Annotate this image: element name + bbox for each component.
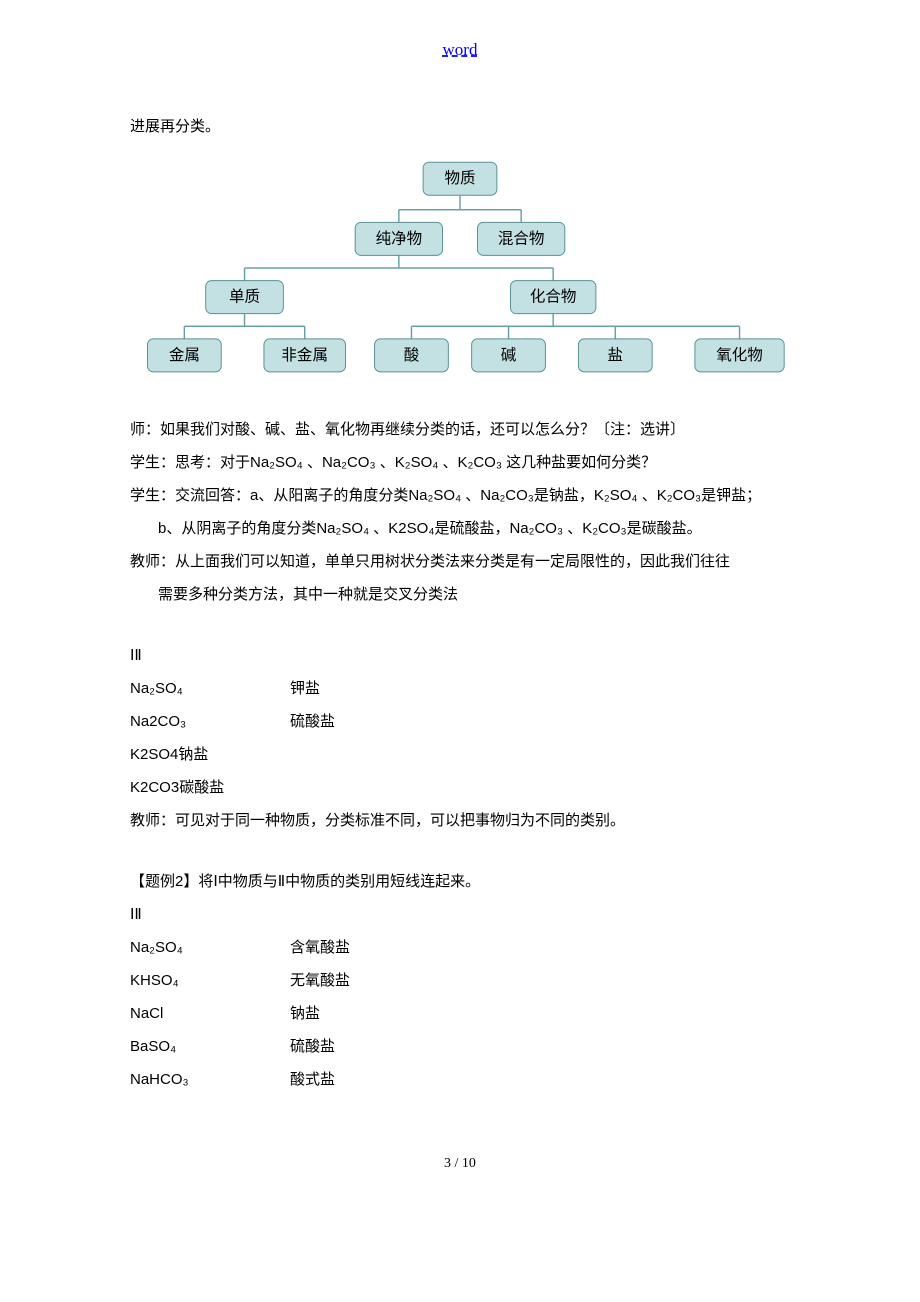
list-item: KHSO₄ 无氧酸盐 bbox=[130, 964, 790, 997]
para-line: 学生：交流回答：a、从阳离子的角度分类Na₂SO₄ 、Na₂CO₃是钠盐，K₂S… bbox=[130, 479, 790, 512]
intro-text: 进展再分类。 bbox=[130, 110, 790, 143]
svg-text:金属: 金属 bbox=[169, 346, 200, 364]
list-item: Na₂SO₄ 含氧酸盐 bbox=[130, 931, 790, 964]
col-a: Na2CO₃ bbox=[130, 705, 290, 738]
para-line: b、从阴离子的角度分类Na₂SO₄ 、K2SO₄是硫酸盐，Na₂CO₃ 、K₂C… bbox=[130, 512, 790, 545]
list-item: Na₂SO₄ 钾盐 bbox=[130, 672, 790, 705]
col-b: 含氧酸盐 bbox=[290, 931, 350, 964]
header-link[interactable]: word bbox=[130, 40, 790, 60]
tree-leaf-salt: 盐 bbox=[578, 339, 652, 372]
svg-text:纯净物: 纯净物 bbox=[376, 229, 423, 247]
col-a: NaCl bbox=[130, 997, 290, 1030]
tree-leaf-nonmetal: 非金属 bbox=[264, 339, 346, 372]
list-item: NaHCO₃ 酸式盐 bbox=[130, 1063, 790, 1096]
col-a: K2CO3碳酸盐 bbox=[130, 771, 290, 804]
col-b: 酸式盐 bbox=[290, 1063, 335, 1096]
tree-leaf-metal: 金属 bbox=[147, 339, 221, 372]
col-a: Na₂SO₄ bbox=[130, 672, 290, 705]
para-line: 需要多种分类方法，其中一种就是交叉分类法 bbox=[130, 578, 790, 611]
col-b: 硫酸盐 bbox=[290, 705, 335, 738]
col-b: 钾盐 bbox=[290, 672, 320, 705]
block2-title: 【题例2】将Ⅰ中物质与Ⅱ中物质的类别用短线连起来。 bbox=[130, 865, 790, 898]
list-item: BaSO₄ 硫酸盐 bbox=[130, 1030, 790, 1063]
tree-node-pure: 纯净物 bbox=[355, 222, 442, 255]
tree-node-compound: 化合物 bbox=[510, 281, 595, 314]
svg-text:混合物: 混合物 bbox=[498, 229, 545, 247]
col-b: 无氧酸盐 bbox=[290, 964, 350, 997]
col-a: NaHCO₃ bbox=[130, 1063, 290, 1096]
col-a: Na₂SO₄ bbox=[130, 931, 290, 964]
list-item: K2SO4钠盐 bbox=[130, 738, 790, 771]
svg-text:化合物: 化合物 bbox=[530, 288, 577, 306]
svg-text:单质: 单质 bbox=[229, 288, 260, 306]
para-line: 师：如果我们对酸、碱、盐、氧化物再继续分类的话，还可以怎么分？〔注：选讲〕 bbox=[130, 413, 790, 446]
col-a: K2SO4钠盐 bbox=[130, 738, 290, 771]
classification-tree: 物质 纯净物 混合物 单质 化合物 金属 bbox=[130, 153, 790, 383]
block1-head: ⅠⅡ bbox=[130, 639, 790, 672]
svg-text:盐: 盐 bbox=[608, 346, 624, 364]
block2-head: ⅠⅡ bbox=[130, 898, 790, 931]
list-item: Na2CO₃ 硫酸盐 bbox=[130, 705, 790, 738]
tree-node-element: 单质 bbox=[206, 281, 284, 314]
col-a: KHSO₄ bbox=[130, 964, 290, 997]
tree-node-root: 物质 bbox=[423, 162, 497, 195]
page-number: 3 / 10 bbox=[130, 1156, 790, 1172]
col-b: 硫酸盐 bbox=[290, 1030, 335, 1063]
tree-leaf-acid: 酸 bbox=[375, 339, 449, 372]
svg-text:非金属: 非金属 bbox=[281, 346, 328, 364]
tree-node-mixture: 混合物 bbox=[477, 222, 564, 255]
col-b: 钠盐 bbox=[290, 997, 320, 1030]
svg-text:物质: 物质 bbox=[444, 169, 475, 187]
list-item: NaCl 钠盐 bbox=[130, 997, 790, 1030]
svg-text:氧化物: 氧化物 bbox=[716, 346, 763, 364]
para-line: 教师：从上面我们可以知道，单单只用树状分类法来分类是有一定局限性的，因此我们往往 bbox=[130, 545, 790, 578]
tree-leaf-oxide: 氧化物 bbox=[695, 339, 784, 372]
para-line: 学生：思考：对于Na₂SO₄ 、Na₂CO₃ 、K₂SO₄ 、K₂CO₃ 这几种… bbox=[130, 446, 790, 479]
list-item: K2CO3碳酸盐 bbox=[130, 771, 790, 804]
col-a: BaSO₄ bbox=[130, 1030, 290, 1063]
tree-leaf-base: 碱 bbox=[472, 339, 546, 372]
svg-text:碱: 碱 bbox=[501, 346, 517, 364]
svg-text:酸: 酸 bbox=[404, 346, 420, 364]
block1-tail: 教师：可见对于同一种物质，分类标准不同，可以把事物归为不同的类别。 bbox=[130, 804, 790, 837]
